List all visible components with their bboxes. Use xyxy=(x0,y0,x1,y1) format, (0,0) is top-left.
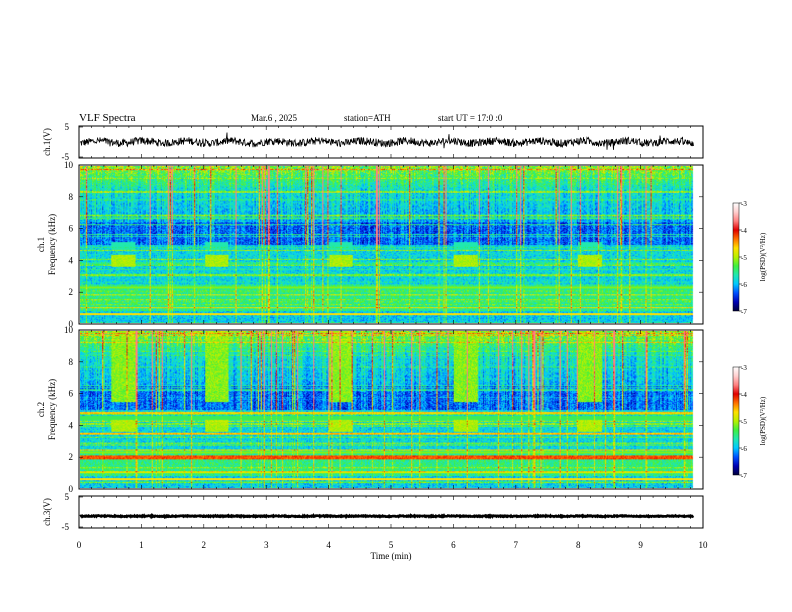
y-tick-label: 8 xyxy=(69,357,74,367)
x-tick-label: 9 xyxy=(638,540,643,550)
ch1-colorbar-bar xyxy=(732,202,740,312)
y-tick-label: 0 xyxy=(69,484,74,494)
header-start-time: start UT = 17:0 :0 xyxy=(438,113,503,123)
colorbar-tick-label: -4 xyxy=(741,391,747,399)
x-axis-label: Time (min) xyxy=(371,551,412,561)
ch3-waveform-trace xyxy=(79,512,695,520)
ch1-spectrogram-panel: 0 2 4 6 8 10 ch.1 Frequency (kHz) xyxy=(36,160,704,329)
ch2-spectrogram-channel-label: ch.2 xyxy=(36,402,46,417)
x-tick-label: 10 xyxy=(699,540,709,550)
colorbar-tick-label: -5 xyxy=(741,254,747,262)
x-tick-label: 0 xyxy=(77,540,82,550)
header-station: station=ATH xyxy=(344,113,391,123)
ch2-colorbar-label: log(PSD)(V²/Hz) xyxy=(759,396,767,445)
y-tick-label: 10 xyxy=(64,160,74,170)
ch2-spectrogram-panel: 0 2 4 6 8 10 ch.2 Frequency (kHz) xyxy=(36,325,704,494)
ch1-waveform-trace xyxy=(79,132,694,150)
y-tick-label: 2 xyxy=(69,452,74,462)
x-tick-label: 7 xyxy=(514,540,519,550)
chart-title: VLF Spectra xyxy=(79,112,136,124)
x-tick-label: 3 xyxy=(264,540,269,550)
y-tick-label: 10 xyxy=(64,325,74,335)
y-tick-label: -5 xyxy=(62,522,70,532)
ch1-waveform-ylabel: ch.1(V) xyxy=(42,128,52,156)
x-tick-label: 5 xyxy=(389,540,394,550)
ch2-spectrogram-ylabel: Frequency (kHz) xyxy=(47,379,57,440)
y-tick-label: 2 xyxy=(69,287,74,297)
ch2-spectrogram-image xyxy=(80,331,702,488)
header-date: Mar.6 , 2025 xyxy=(251,113,297,123)
colorbar-tick-label: -7 xyxy=(741,472,747,480)
colorbar-tick-label: -6 xyxy=(741,281,747,289)
y-tick-label: 5 xyxy=(65,492,70,502)
x-tick-label: 1 xyxy=(139,540,144,550)
ch3-waveform-ylabel: ch.3(V) xyxy=(42,498,52,526)
ch1-spectrogram-channel-label: ch.1 xyxy=(36,237,46,252)
x-tick-label: 2 xyxy=(202,540,207,550)
ch1-colorbar-label: log(PSD)(V²/Hz) xyxy=(759,232,767,281)
y-tick-label: 0 xyxy=(69,319,74,329)
ch1-spectrogram-image xyxy=(80,166,702,323)
y-tick-label: 4 xyxy=(69,255,74,265)
colorbar-tick-label: -3 xyxy=(741,364,747,372)
ch1-waveform-panel: 5 -5 ch.1(V) xyxy=(42,122,704,162)
y-tick-label: 6 xyxy=(69,224,74,234)
ch2-colorbar: -3 -4 -5 -6 -7 log(PSD)(V²/Hz) xyxy=(732,364,767,480)
ch3-waveform-frame xyxy=(78,495,704,529)
y-tick-label: 5 xyxy=(65,122,70,132)
colorbar-tick-label: -5 xyxy=(741,418,747,426)
y-tick-label: 4 xyxy=(69,420,74,430)
ch1-spectrogram-ylabel: Frequency (kHz) xyxy=(47,214,57,275)
ch2-colorbar-bar xyxy=(732,366,740,476)
ch3-waveform-panel: 5 -5 ch.3(V) 0 1 2 3 4 5 6 7 8 9 10 Time (min) xyxy=(42,492,708,561)
colorbar-tick-label: -4 xyxy=(741,227,747,235)
y-tick-label: -5 xyxy=(62,152,70,162)
colorbar-tick-label: -7 xyxy=(741,308,747,316)
y-tick-label: 8 xyxy=(69,192,74,202)
x-tick-label: 4 xyxy=(326,540,331,550)
x-tick-label: 6 xyxy=(451,540,456,550)
ch1-colorbar: -3 -4 -5 -6 -7 log(PSD)(V²/Hz) xyxy=(732,200,767,316)
colorbar-tick-label: -3 xyxy=(741,200,747,208)
y-tick-label: 6 xyxy=(69,389,74,399)
colorbar-tick-label: -6 xyxy=(741,445,747,453)
x-tick-label: 8 xyxy=(576,540,581,550)
